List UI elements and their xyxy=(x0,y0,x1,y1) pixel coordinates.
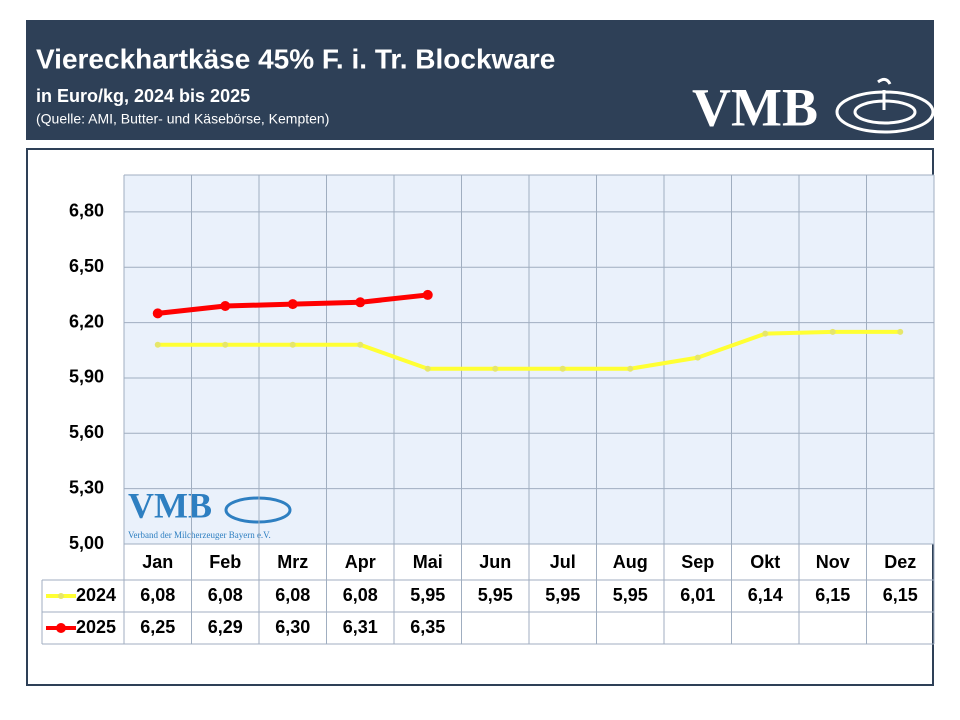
y-tick-label: 5,60 xyxy=(69,422,104,442)
data-point xyxy=(762,330,769,337)
y-tick-label: 6,50 xyxy=(69,256,104,276)
y-tick-label: 5,90 xyxy=(69,367,104,387)
table-value: 6,08 xyxy=(343,585,378,605)
data-point xyxy=(220,300,231,311)
data-point xyxy=(152,308,163,319)
table-value: 6,25 xyxy=(140,617,175,637)
y-tick-label: 5,00 xyxy=(69,533,104,553)
table-value: 6,35 xyxy=(410,617,445,637)
watermark-subtext: Verband der Milcherzeuger Bayern e.V. xyxy=(128,530,271,540)
data-point xyxy=(627,365,634,372)
x-tick-label: Apr xyxy=(345,552,376,572)
chart-title: Viereckhartkäse 45% F. i. Tr. Blockware xyxy=(36,43,555,74)
series-line xyxy=(157,329,901,371)
data-point xyxy=(355,297,366,308)
x-tick-label: Dez xyxy=(884,552,916,572)
x-tick-label: Jul xyxy=(550,552,576,572)
header-band xyxy=(26,20,934,140)
data-point xyxy=(897,328,904,335)
x-tick-label: Mrz xyxy=(277,552,308,572)
y-tick-label: 6,20 xyxy=(69,311,104,331)
data-point xyxy=(154,341,161,348)
table-value: 6,29 xyxy=(208,617,243,637)
x-tick-label: Sep xyxy=(681,552,714,572)
data-point xyxy=(422,289,433,300)
y-tick-label: 5,30 xyxy=(69,477,104,497)
data-point xyxy=(492,365,499,372)
table-value: 6,08 xyxy=(208,585,243,605)
table-value: 5,95 xyxy=(478,585,513,605)
legend-marker xyxy=(58,593,64,599)
x-tick-label: Jun xyxy=(479,552,511,572)
x-tick-label: Feb xyxy=(209,552,241,572)
x-tick-label: Mai xyxy=(413,552,443,572)
data-point xyxy=(357,341,364,348)
source-note: (Quelle: AMI, Butter- und Käsebörse, Kem… xyxy=(36,111,329,127)
table-value: 6,01 xyxy=(680,585,715,605)
data-point xyxy=(289,341,296,348)
legend-label: 2024 xyxy=(76,585,116,605)
data-point xyxy=(694,354,701,361)
table-value: 6,15 xyxy=(883,585,918,605)
watermark-swoosh xyxy=(224,496,292,524)
logo-swoosh xyxy=(835,77,935,134)
data-point xyxy=(829,328,836,335)
y-tick-label: 6,80 xyxy=(69,201,104,221)
table-value: 5,95 xyxy=(410,585,445,605)
x-tick-label: Aug xyxy=(613,552,648,572)
x-tick-label: Jan xyxy=(142,552,173,572)
data-point xyxy=(287,299,298,310)
table-value: 6,08 xyxy=(275,585,310,605)
table-value: 6,30 xyxy=(275,617,310,637)
data-point xyxy=(222,341,229,348)
legend-marker xyxy=(56,623,66,633)
x-tick-label: Nov xyxy=(816,552,850,572)
table-value: 6,08 xyxy=(140,585,175,605)
table-value: 6,14 xyxy=(748,585,783,605)
legend-label: 2025 xyxy=(76,617,116,637)
table-value: 6,31 xyxy=(343,617,378,637)
table-value: 5,95 xyxy=(545,585,580,605)
chart-subtitle: in Euro/kg, 2024 bis 2025 xyxy=(36,86,250,106)
logo-text: VMB xyxy=(692,77,818,137)
watermark-logo: VMB xyxy=(128,485,212,525)
data-point xyxy=(559,365,566,372)
table-value: 5,95 xyxy=(613,585,648,605)
x-tick-label: Okt xyxy=(750,552,780,572)
data-point xyxy=(424,365,431,372)
table-value: 6,15 xyxy=(815,585,850,605)
